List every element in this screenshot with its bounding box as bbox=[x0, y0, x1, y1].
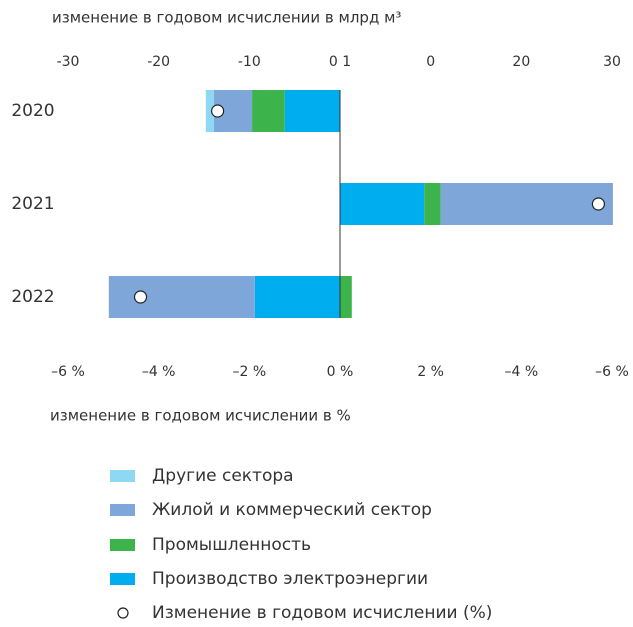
bar bbox=[424, 183, 441, 225]
x-tick-label: -30 bbox=[57, 54, 80, 70]
legend-label: Производство электроэнергии bbox=[152, 569, 428, 589]
legend-marker bbox=[117, 607, 129, 619]
x2-tick-label: 2 % bbox=[417, 364, 444, 380]
bar bbox=[340, 276, 352, 318]
legend-swatch bbox=[110, 573, 135, 585]
marker bbox=[211, 104, 225, 118]
x2-tick-label: –4 % bbox=[504, 364, 538, 380]
x2-tick-label: –6 % bbox=[51, 364, 85, 380]
x2-tick-label: 0 % bbox=[327, 364, 354, 380]
x2-tick-label: –4 % bbox=[142, 364, 176, 380]
bar bbox=[205, 90, 214, 132]
bar bbox=[252, 90, 285, 132]
x-tick-label: 0 bbox=[426, 54, 435, 70]
y-tick-label: 2021 bbox=[11, 194, 54, 214]
marker bbox=[133, 290, 148, 304]
marker bbox=[591, 197, 606, 211]
x2-tick-label: –2 % bbox=[232, 364, 266, 380]
chart-title: изменение в годовом исчислении в млрд м³ bbox=[52, 9, 401, 27]
bar bbox=[108, 276, 255, 318]
legend-label: Изменение в годовом исчислении (%) bbox=[152, 603, 492, 623]
x-tick-label: -20 bbox=[147, 54, 170, 70]
x-tick-label: -10 bbox=[238, 54, 261, 70]
legend-label: Промышленность bbox=[152, 535, 311, 555]
x2-axis-label: изменение в годовом исчислении в % bbox=[50, 407, 351, 425]
x-tick-label: 20 bbox=[512, 54, 530, 70]
legend-swatch bbox=[110, 539, 135, 551]
y-tick-label: 2022 bbox=[11, 287, 54, 307]
bar bbox=[340, 183, 425, 225]
legend-swatch bbox=[110, 470, 135, 482]
x-tick-label: 30 bbox=[603, 54, 621, 70]
x2-tick-label: –6 % bbox=[595, 364, 629, 380]
legend-swatch bbox=[110, 504, 135, 516]
bar bbox=[440, 183, 613, 225]
y-tick-label: 2020 bbox=[11, 101, 54, 121]
x-tick-label: 0 1 bbox=[329, 54, 351, 70]
legend-label: Другие сектора bbox=[152, 466, 294, 486]
legend-label: Жилой и коммерческий сектор bbox=[152, 500, 432, 520]
bar bbox=[254, 276, 340, 318]
bar bbox=[284, 90, 340, 132]
